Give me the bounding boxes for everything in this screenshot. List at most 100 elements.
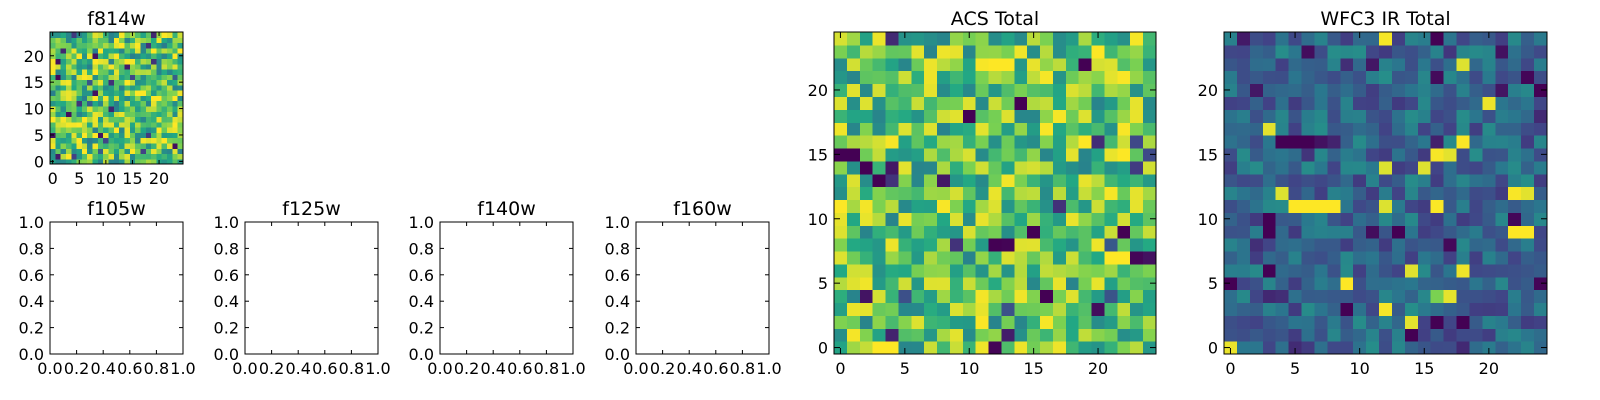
x-tick-label: 5 (1290, 359, 1300, 378)
heatmap-cell (1301, 135, 1316, 149)
heatmap-cell (949, 83, 964, 97)
heatmap-cell (1262, 250, 1277, 265)
heatmap-cell (1143, 250, 1157, 265)
heatmap-cell (924, 225, 938, 239)
heatmap-cell (1104, 109, 1118, 123)
panel-title: f105w (87, 198, 146, 220)
heatmap-cell (1417, 225, 1432, 239)
heatmap-cell (1104, 289, 1118, 304)
heatmap-cell (1327, 341, 1341, 355)
heatmap-cell (1249, 122, 1264, 136)
heatmap-cell (1236, 289, 1251, 304)
heatmap-cell (92, 148, 99, 155)
heatmap-cell (60, 105, 67, 112)
heatmap-cell (949, 341, 964, 355)
heatmap-cell (161, 74, 168, 81)
heatmap-cell (846, 263, 861, 278)
heatmap-cell (1027, 96, 1041, 110)
heatmap-cell (937, 70, 951, 85)
x-tick-label: 15 (1023, 359, 1043, 378)
heatmap-cell (1117, 32, 1131, 46)
heatmap-cell (1224, 173, 1238, 188)
heatmap-cell (129, 137, 136, 144)
heatmap-cell (1091, 57, 1106, 72)
heatmap-cell (834, 32, 848, 46)
heatmap-cell (151, 132, 157, 139)
heatmap-cell (113, 137, 120, 144)
heatmap-cell (1143, 135, 1157, 149)
heatmap-cell (60, 63, 67, 70)
heatmap-cell (1391, 302, 1406, 316)
heatmap-cell (1104, 341, 1118, 355)
heatmap-cell (1379, 263, 1393, 278)
heatmap-cell (1508, 122, 1522, 136)
heatmap-cell (1379, 96, 1393, 110)
heatmap-cell (156, 37, 163, 44)
heatmap-cell (1249, 250, 1264, 265)
heatmap-cell (151, 137, 157, 144)
heatmap-cell (1534, 302, 1548, 316)
heatmap-cell (76, 127, 83, 133)
heatmap-cell (1027, 122, 1041, 136)
heatmap-cell (1495, 32, 1509, 46)
heatmap-cell (1404, 302, 1419, 316)
heatmap-cell (1143, 122, 1157, 136)
heatmap-cell (846, 225, 861, 239)
heatmap-cell (161, 53, 168, 59)
heatmap-cell (872, 122, 887, 136)
heatmap-cell (1224, 147, 1238, 162)
heatmap-cell (1301, 225, 1316, 239)
heatmap-cell (885, 70, 899, 85)
panel-title: f814w (87, 8, 146, 30)
heatmap-cell (151, 32, 157, 38)
heatmap-cell (1456, 315, 1471, 329)
heatmap-cell (140, 47, 147, 54)
heatmap-cell (1065, 122, 1080, 136)
heatmap-cell (76, 37, 83, 44)
heatmap-cell (1495, 83, 1509, 97)
heatmap-cell (1327, 225, 1341, 239)
heatmap-cell (1404, 70, 1419, 85)
heatmap-cell (1078, 199, 1093, 213)
heatmap-cell (859, 199, 874, 213)
heatmap-cell (135, 148, 142, 155)
heatmap-cell (1366, 289, 1380, 304)
heatmap-cell (1078, 44, 1093, 59)
heatmap-cell (129, 90, 136, 96)
heatmap-cell (1014, 238, 1028, 252)
heatmap-cell (103, 79, 110, 86)
heatmap-cell (1379, 44, 1393, 59)
heatmap-cell (1040, 70, 1054, 85)
heatmap-cell (1404, 44, 1419, 59)
heatmap-cell (898, 289, 912, 304)
heatmap-cell (60, 111, 67, 118)
heatmap-cell (1236, 328, 1251, 342)
heatmap-cell (846, 276, 861, 291)
panel-title: f160w (673, 198, 732, 220)
heatmap-cell (911, 160, 925, 175)
heatmap-cell (872, 250, 887, 265)
heatmap-cell (1052, 341, 1067, 355)
heatmap-cell (1091, 199, 1106, 213)
heatmap-cell (145, 74, 152, 81)
heatmap-cell (1327, 302, 1341, 316)
heatmap-cell (161, 116, 168, 123)
heatmap-cell (1340, 122, 1354, 136)
heatmap-cell (1340, 44, 1354, 59)
heatmap-cell (1065, 44, 1080, 59)
heatmap-cell (1104, 32, 1118, 46)
heatmap-cell (949, 276, 964, 291)
heatmap-cell (1404, 160, 1419, 175)
heatmap-cell (872, 173, 887, 188)
heatmap-cell (1236, 341, 1251, 355)
heatmap-cell (1443, 122, 1458, 136)
heatmap-cell (87, 127, 94, 133)
heatmap-cell (108, 158, 115, 165)
heatmap-cell (1353, 135, 1367, 149)
heatmap-cell (1417, 186, 1432, 201)
heatmap-cell (1366, 160, 1380, 175)
heatmap-cell (975, 315, 990, 329)
heatmap-cell (1001, 70, 1015, 85)
heatmap-cell (71, 137, 78, 144)
heatmap-cell (55, 127, 62, 133)
